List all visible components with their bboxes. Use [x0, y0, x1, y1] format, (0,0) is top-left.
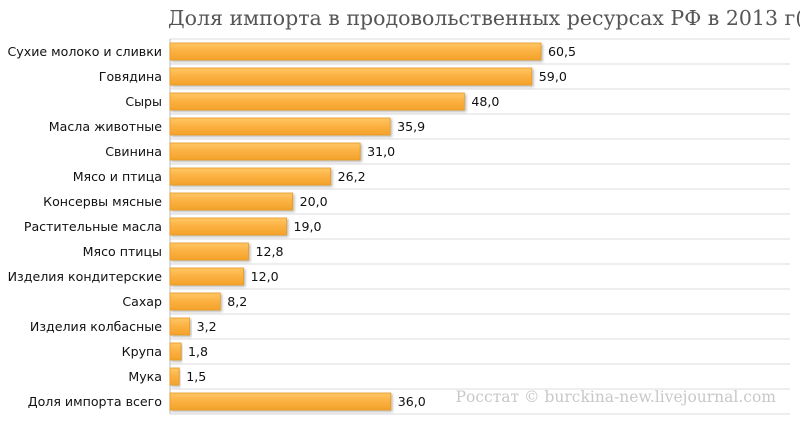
bar	[169, 292, 221, 311]
chart-title: Доля импорта в продовольственных ресурса…	[168, 6, 800, 30]
data-label: 60,5	[548, 44, 576, 59]
category-label: Мука	[128, 369, 162, 384]
data-label: 1,8	[188, 344, 208, 359]
data-label: 48,0	[471, 94, 499, 109]
category-label: Изделия кондитерские	[8, 269, 163, 284]
category-label: Говядина	[99, 69, 162, 84]
category-label: Свинина	[105, 144, 162, 159]
bar	[169, 342, 182, 361]
category-label: Доля импорта всего	[28, 394, 163, 409]
bar	[169, 367, 180, 386]
data-label: 19,0	[294, 219, 322, 234]
category-label: Мясо и птица	[73, 169, 162, 184]
source-watermark: Росстат © burckina-new.livejournal.com	[455, 388, 776, 406]
data-label: 31,0	[367, 144, 395, 159]
category-label: Мясо птицы	[83, 244, 162, 259]
bar	[169, 267, 244, 286]
category-label: Крупа	[122, 344, 162, 359]
category-label: Консервы мясные	[43, 194, 162, 209]
bar	[169, 67, 533, 86]
bar	[169, 317, 191, 336]
category-label: Масла животные	[49, 119, 162, 134]
bar	[169, 242, 249, 261]
data-label: 8,2	[227, 294, 247, 309]
category-label: Сыры	[125, 94, 162, 109]
bar	[169, 192, 294, 211]
data-label: 59,0	[539, 69, 567, 84]
data-label: 1,5	[186, 369, 206, 384]
bar	[169, 217, 287, 236]
category-label: Изделия колбасные	[30, 319, 162, 334]
data-label: 20,0	[300, 194, 328, 209]
bar	[169, 117, 391, 136]
category-label: Растительные масла	[24, 219, 162, 234]
data-label: 35,9	[397, 119, 425, 134]
data-label: 12,0	[251, 269, 279, 284]
bar	[169, 92, 465, 111]
data-label: 12,8	[255, 244, 283, 259]
data-label: 3,2	[197, 319, 217, 334]
bar	[169, 167, 332, 186]
data-label: 36,0	[398, 394, 426, 409]
category-label: Сахар	[122, 294, 162, 309]
bar	[169, 142, 361, 161]
data-label: 26,2	[338, 169, 366, 184]
bar	[169, 392, 392, 411]
bar	[169, 42, 542, 61]
category-label: Сухие молоко и сливки	[8, 44, 162, 59]
